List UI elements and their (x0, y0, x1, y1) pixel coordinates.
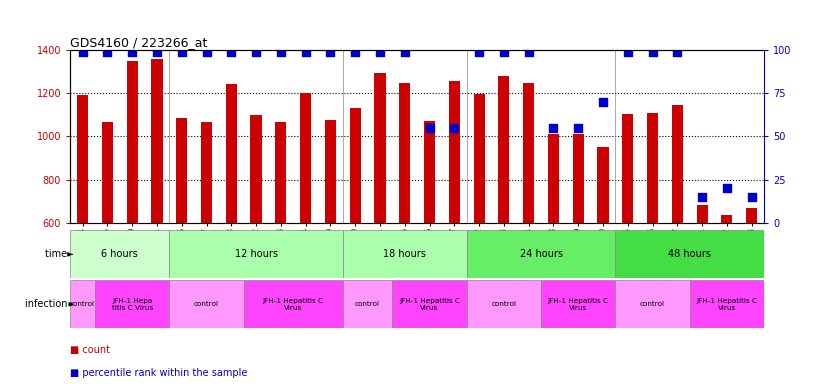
Bar (169, 230, 343, 278)
Point (175, 49, 188, 55)
Bar (343, 230, 467, 278)
Text: time: time (45, 249, 70, 260)
Bar (696, 205, 708, 352)
Bar (647, 113, 658, 352)
Bar (473, 94, 485, 352)
Bar (615, 230, 764, 278)
Bar (70, 280, 95, 328)
Text: control: control (194, 301, 219, 307)
Bar (70, 230, 169, 278)
Point (671, 49, 684, 55)
Text: JFH-1 Hepatitis C
Virus: JFH-1 Hepatitis C Virus (263, 298, 324, 311)
Point (76, 49, 89, 55)
Bar (343, 280, 392, 328)
Bar (672, 105, 683, 352)
Bar (690, 280, 764, 328)
Bar (424, 121, 435, 352)
Point (101, 49, 114, 55)
Point (745, 194, 758, 200)
Point (596, 99, 610, 105)
Point (349, 49, 362, 55)
Point (472, 49, 486, 55)
Point (150, 49, 164, 55)
Text: infection: infection (25, 299, 70, 310)
Text: JFH-1 Hepatitis C
Virus: JFH-1 Hepatitis C Virus (548, 298, 609, 311)
Bar (102, 122, 113, 352)
Text: control: control (355, 301, 380, 307)
Bar (225, 84, 237, 352)
Bar (721, 215, 733, 352)
Point (249, 49, 263, 55)
Bar (374, 73, 386, 352)
Point (126, 49, 139, 55)
Point (423, 125, 436, 131)
Text: 6 hours: 6 hours (102, 249, 138, 260)
Bar (541, 280, 615, 328)
Bar (572, 134, 584, 352)
Bar (349, 108, 361, 352)
Bar (77, 95, 88, 352)
Point (720, 185, 733, 191)
Point (522, 49, 535, 55)
Point (299, 49, 312, 55)
Bar (498, 76, 510, 352)
Bar (244, 280, 343, 328)
Bar (250, 115, 262, 352)
Text: 18 hours: 18 hours (383, 249, 426, 260)
Text: JFH-1 Hepatitis C
Virus: JFH-1 Hepatitis C Virus (399, 298, 460, 311)
Point (398, 49, 411, 55)
Point (646, 49, 659, 55)
Bar (95, 280, 169, 328)
Bar (597, 147, 609, 352)
Point (448, 125, 461, 131)
Text: GDS4160 / 223266_at: GDS4160 / 223266_at (70, 36, 207, 49)
Text: control: control (70, 301, 95, 307)
Bar (467, 280, 541, 328)
Point (547, 125, 560, 131)
Bar (449, 81, 460, 352)
Bar (176, 118, 188, 352)
Bar (201, 122, 212, 352)
Bar (151, 59, 163, 352)
Text: JFH-1 Hepatitis C
Virus: JFH-1 Hepatitis C Virus (696, 298, 757, 311)
Point (274, 49, 287, 55)
Bar (325, 120, 336, 352)
Bar (169, 280, 244, 328)
Text: 48 hours: 48 hours (668, 249, 711, 260)
Point (695, 194, 709, 200)
Bar (300, 93, 311, 352)
Bar (615, 280, 690, 328)
Text: 24 hours: 24 hours (520, 249, 563, 260)
Text: ■ count: ■ count (70, 345, 110, 355)
Point (373, 49, 387, 55)
Bar (746, 208, 757, 352)
Bar (126, 61, 138, 352)
Bar (622, 114, 634, 352)
Point (497, 49, 510, 55)
Bar (467, 230, 615, 278)
Point (621, 49, 634, 55)
Text: control: control (491, 301, 516, 307)
Text: JFH-1 Hepa
titis C Virus: JFH-1 Hepa titis C Virus (112, 298, 153, 311)
Point (200, 49, 213, 55)
Text: control: control (640, 301, 665, 307)
Bar (399, 83, 411, 352)
Point (324, 49, 337, 55)
Point (572, 125, 585, 131)
Bar (523, 83, 534, 352)
Point (225, 49, 238, 55)
Bar (275, 122, 287, 352)
Text: 12 hours: 12 hours (235, 249, 278, 260)
Bar (392, 280, 467, 328)
Text: ■ percentile rank within the sample: ■ percentile rank within the sample (70, 368, 248, 378)
Bar (548, 134, 559, 352)
